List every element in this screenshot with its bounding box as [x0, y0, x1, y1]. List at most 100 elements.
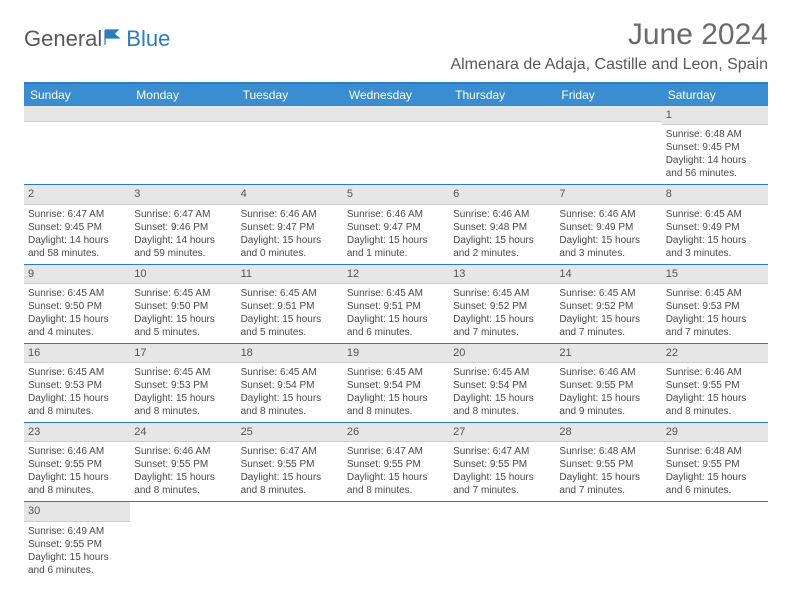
day-body: Sunrise: 6:45 AMSunset: 9:51 PMDaylight:…	[343, 284, 449, 343]
day-cell: 22Sunrise: 6:46 AMSunset: 9:55 PMDayligh…	[662, 344, 768, 422]
sunrise-line: Sunrise: 6:46 AM	[28, 445, 126, 458]
daylight-line: Daylight: 15 hours and 7 minutes.	[453, 471, 551, 497]
day-cell: 9Sunrise: 6:45 AMSunset: 9:50 PMDaylight…	[24, 265, 130, 343]
sunrise-line: Sunrise: 6:45 AM	[134, 287, 232, 300]
sunrise-line: Sunrise: 6:45 AM	[453, 287, 551, 300]
daylight-line: Daylight: 15 hours and 5 minutes.	[241, 313, 339, 339]
sunrise-line: Sunrise: 6:46 AM	[241, 208, 339, 221]
day-body: Sunrise: 6:45 AMSunset: 9:50 PMDaylight:…	[130, 284, 236, 343]
day-cell: 1Sunrise: 6:48 AMSunset: 9:45 PMDaylight…	[662, 106, 768, 184]
daylight-line: Daylight: 15 hours and 7 minutes.	[453, 313, 551, 339]
day-body: Sunrise: 6:46 AMSunset: 9:55 PMDaylight:…	[555, 363, 661, 422]
empty-cell	[343, 502, 449, 580]
day-body: Sunrise: 6:45 AMSunset: 9:54 PMDaylight:…	[449, 363, 555, 422]
daylight-line: Daylight: 15 hours and 8 minutes.	[453, 392, 551, 418]
day-number: 17	[130, 344, 236, 363]
weekday-sunday: Sunday	[24, 84, 130, 106]
day-body: Sunrise: 6:45 AMSunset: 9:52 PMDaylight:…	[555, 284, 661, 343]
weekday-friday: Friday	[555, 84, 661, 106]
empty-cell	[555, 502, 661, 580]
day-body: Sunrise: 6:47 AMSunset: 9:45 PMDaylight:…	[24, 205, 130, 264]
day-number: 12	[343, 265, 449, 284]
day-cell: 17Sunrise: 6:45 AMSunset: 9:53 PMDayligh…	[130, 344, 236, 422]
sunrise-line: Sunrise: 6:45 AM	[666, 287, 764, 300]
day-body: Sunrise: 6:46 AMSunset: 9:47 PMDaylight:…	[237, 205, 343, 264]
sunset-line: Sunset: 9:45 PM	[28, 221, 126, 234]
sunset-line: Sunset: 9:49 PM	[666, 221, 764, 234]
day-body: Sunrise: 6:49 AMSunset: 9:55 PMDaylight:…	[24, 522, 130, 581]
day-number: 4	[237, 185, 343, 204]
sunset-line: Sunset: 9:53 PM	[28, 379, 126, 392]
daylight-line: Daylight: 15 hours and 2 minutes.	[453, 234, 551, 260]
day-cell: 19Sunrise: 6:45 AMSunset: 9:54 PMDayligh…	[343, 344, 449, 422]
location: Almenara de Adaja, Castille and Leon, Sp…	[450, 56, 768, 74]
weekday-monday: Monday	[130, 84, 236, 106]
day-number: 6	[449, 185, 555, 204]
sunset-line: Sunset: 9:55 PM	[559, 458, 657, 471]
sunset-line: Sunset: 9:52 PM	[559, 300, 657, 313]
daylight-line: Daylight: 14 hours and 58 minutes.	[28, 234, 126, 260]
day-cell: 26Sunrise: 6:47 AMSunset: 9:55 PMDayligh…	[343, 423, 449, 501]
day-cell: 28Sunrise: 6:48 AMSunset: 9:55 PMDayligh…	[555, 423, 661, 501]
sunset-line: Sunset: 9:55 PM	[28, 538, 126, 551]
daylight-line: Daylight: 15 hours and 8 minutes.	[241, 471, 339, 497]
daylight-line: Daylight: 15 hours and 3 minutes.	[559, 234, 657, 260]
day-cell: 20Sunrise: 6:45 AMSunset: 9:54 PMDayligh…	[449, 344, 555, 422]
day-cell: 21Sunrise: 6:46 AMSunset: 9:55 PMDayligh…	[555, 344, 661, 422]
sunrise-line: Sunrise: 6:46 AM	[559, 366, 657, 379]
day-body: Sunrise: 6:46 AMSunset: 9:49 PMDaylight:…	[555, 205, 661, 264]
day-number: 19	[343, 344, 449, 363]
daylight-line: Daylight: 15 hours and 8 minutes.	[134, 471, 232, 497]
week-row: 23Sunrise: 6:46 AMSunset: 9:55 PMDayligh…	[24, 423, 768, 502]
daylight-line: Daylight: 15 hours and 4 minutes.	[28, 313, 126, 339]
daylight-line: Daylight: 15 hours and 7 minutes.	[559, 313, 657, 339]
day-cell: 27Sunrise: 6:47 AMSunset: 9:55 PMDayligh…	[449, 423, 555, 501]
day-cell: 2Sunrise: 6:47 AMSunset: 9:45 PMDaylight…	[24, 185, 130, 263]
day-cell: 5Sunrise: 6:46 AMSunset: 9:47 PMDaylight…	[343, 185, 449, 263]
sunset-line: Sunset: 9:46 PM	[134, 221, 232, 234]
sunset-line: Sunset: 9:54 PM	[347, 379, 445, 392]
day-body: Sunrise: 6:47 AMSunset: 9:55 PMDaylight:…	[449, 442, 555, 501]
sunrise-line: Sunrise: 6:46 AM	[559, 208, 657, 221]
day-cell: 6Sunrise: 6:46 AMSunset: 9:48 PMDaylight…	[449, 185, 555, 263]
day-body: Sunrise: 6:48 AMSunset: 9:45 PMDaylight:…	[662, 125, 768, 184]
sunset-line: Sunset: 9:53 PM	[666, 300, 764, 313]
day-cell: 11Sunrise: 6:45 AMSunset: 9:51 PMDayligh…	[237, 265, 343, 343]
daylight-line: Daylight: 15 hours and 0 minutes.	[241, 234, 339, 260]
day-number: 30	[24, 502, 130, 521]
daylight-line: Daylight: 15 hours and 8 minutes.	[28, 471, 126, 497]
day-number: 16	[24, 344, 130, 363]
weekday-tuesday: Tuesday	[237, 84, 343, 106]
daylight-line: Daylight: 14 hours and 56 minutes.	[666, 154, 764, 180]
day-number: 13	[449, 265, 555, 284]
day-cell: 18Sunrise: 6:45 AMSunset: 9:54 PMDayligh…	[237, 344, 343, 422]
daylight-line: Daylight: 15 hours and 8 minutes.	[28, 392, 126, 418]
day-body: Sunrise: 6:45 AMSunset: 9:53 PMDaylight:…	[24, 363, 130, 422]
weekday-header: SundayMondayTuesdayWednesdayThursdayFrid…	[24, 84, 768, 106]
day-body: Sunrise: 6:48 AMSunset: 9:55 PMDaylight:…	[555, 442, 661, 501]
week-row: 9Sunrise: 6:45 AMSunset: 9:50 PMDaylight…	[24, 265, 768, 344]
sunrise-line: Sunrise: 6:45 AM	[241, 287, 339, 300]
day-number: 22	[662, 344, 768, 363]
day-cell: 7Sunrise: 6:46 AMSunset: 9:49 PMDaylight…	[555, 185, 661, 263]
sunset-line: Sunset: 9:48 PM	[453, 221, 551, 234]
sunset-line: Sunset: 9:55 PM	[666, 379, 764, 392]
sunrise-line: Sunrise: 6:48 AM	[559, 445, 657, 458]
day-body: Sunrise: 6:46 AMSunset: 9:55 PMDaylight:…	[130, 442, 236, 501]
day-number: 15	[662, 265, 768, 284]
daylight-line: Daylight: 15 hours and 8 minutes.	[134, 392, 232, 418]
sunset-line: Sunset: 9:47 PM	[347, 221, 445, 234]
day-body: Sunrise: 6:45 AMSunset: 9:54 PMDaylight:…	[237, 363, 343, 422]
title-block: June 2024 Almenara de Adaja, Castille an…	[450, 18, 768, 74]
empty-cell	[130, 106, 236, 184]
day-body: Sunrise: 6:46 AMSunset: 9:55 PMDaylight:…	[662, 363, 768, 422]
week-row: 30Sunrise: 6:49 AMSunset: 9:55 PMDayligh…	[24, 502, 768, 580]
sunset-line: Sunset: 9:54 PM	[241, 379, 339, 392]
day-number: 25	[237, 423, 343, 442]
sunset-line: Sunset: 9:50 PM	[134, 300, 232, 313]
empty-cell	[343, 106, 449, 184]
calendar-page: General Blue June 2024 Almenara de Adaja…	[0, 0, 792, 599]
flag-icon	[104, 26, 124, 52]
sunset-line: Sunset: 9:55 PM	[453, 458, 551, 471]
day-body: Sunrise: 6:45 AMSunset: 9:52 PMDaylight:…	[449, 284, 555, 343]
